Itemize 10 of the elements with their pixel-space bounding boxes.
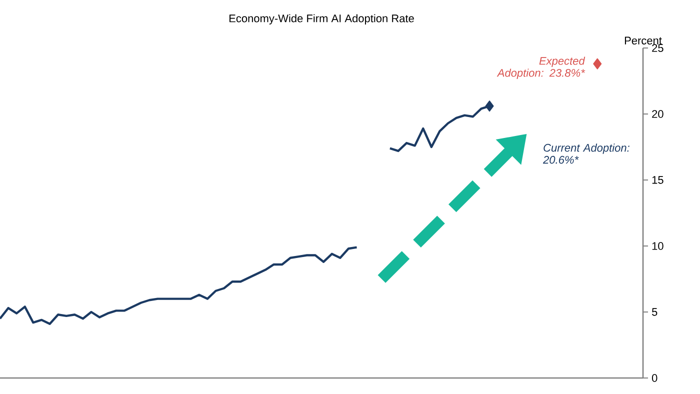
y-tick-label: 15 [652, 176, 664, 184]
annotation: Current Adoption: 20.6%* [542, 144, 630, 164]
y-tick-label: 0 [652, 374, 658, 382]
y-axis-title: Percent [624, 36, 662, 44]
y-tick-label: 10 [652, 242, 664, 250]
y-tick-label: 5 [652, 308, 658, 316]
chart-title: Economy-Wide Firm AI Adoption Rate [229, 14, 414, 24]
y-tick-label: 20 [652, 110, 664, 118]
annotation: Expected Adoption: 23.8%* [496, 56, 586, 79]
y-tick-label: 25 [652, 44, 664, 52]
